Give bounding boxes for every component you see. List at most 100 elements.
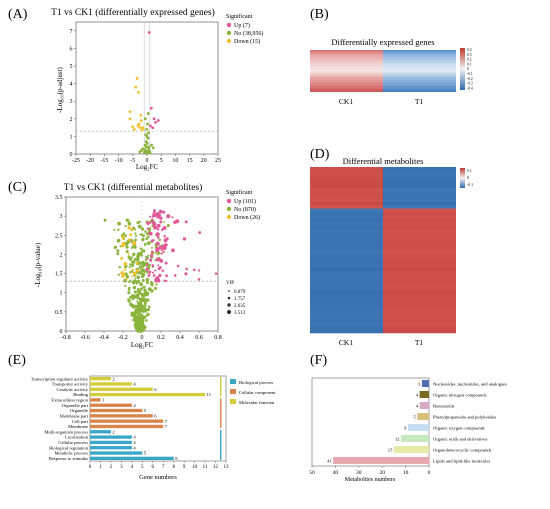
panel-a-title: T1 vs CK1 (differentially expressed gene… [51, 7, 215, 18]
x-tick-label: 3 [120, 465, 123, 470]
data-point [134, 232, 137, 235]
legend-down-marker [226, 38, 232, 44]
category-label: Transporter activity [52, 382, 89, 387]
data-point [137, 224, 142, 229]
heatmap-cell [383, 277, 456, 282]
heatmap-cell [383, 211, 456, 216]
data-point [138, 150, 142, 154]
panel-f-x-ticks: 50 40 30 20 10 0 [309, 466, 431, 476]
bar-value-label: 41 [327, 458, 332, 463]
panel-a-y-ticks: 0 1 2 3 4 5 6 7 [70, 29, 76, 158]
data-point [127, 291, 131, 295]
data-point [166, 214, 171, 219]
heatmap-cell [383, 170, 456, 175]
group-bracket [220, 398, 222, 429]
heatmap-cell [310, 263, 383, 268]
data-point [146, 227, 150, 231]
data-point [131, 298, 134, 301]
data-point [140, 313, 143, 317]
data-point [139, 282, 143, 287]
data-point [152, 238, 155, 242]
data-point [143, 242, 147, 246]
x-tick-label: 6 [152, 465, 155, 470]
x-tick-label: -0.4 [99, 335, 109, 341]
data-point [184, 272, 188, 276]
heatmap-cell [383, 253, 456, 258]
data-point [145, 319, 148, 322]
data-point [128, 280, 131, 284]
bar-value-label: 6 [154, 387, 157, 392]
x-tick-label: -15 [100, 158, 108, 164]
data-point [132, 252, 136, 257]
y-tick-label: 3 [70, 99, 73, 105]
data-point [138, 266, 142, 269]
heatmap-cell [383, 222, 456, 227]
data-point [156, 278, 161, 283]
heatmap-cell [383, 201, 456, 206]
data-point [144, 140, 148, 144]
heatmap-cell [310, 215, 383, 220]
data-point [137, 329, 142, 333]
data-point [128, 110, 132, 114]
bar [407, 424, 429, 431]
data-point [156, 214, 160, 219]
data-point [134, 291, 137, 294]
data-point [159, 258, 164, 263]
heatmap-cell [310, 305, 383, 310]
panel-b: (B) Differentially expressed genes [310, 7, 473, 106]
data-point [142, 279, 145, 282]
data-point [124, 234, 127, 238]
data-point [139, 268, 143, 272]
heatmap-cell [310, 288, 383, 292]
data-point [128, 266, 131, 269]
legend-up-marker [226, 22, 232, 28]
panel-e-bars: Transcription regulator activity 2 Transpo… [31, 376, 222, 461]
data-point [129, 295, 132, 299]
heatmap-cell [383, 239, 456, 244]
data-point [166, 223, 170, 228]
heatmap-cell [383, 291, 456, 296]
data-point [214, 272, 218, 275]
data-point [155, 283, 158, 286]
heatmap-cell [310, 208, 383, 213]
panel-c-size-legend-title: VIP [226, 281, 234, 286]
panel-a-legend: Significant Up (7) No (38,956) Down (15) [226, 13, 263, 45]
heatmap-cell [383, 294, 456, 299]
data-point [146, 257, 149, 260]
category-label: Localization [65, 435, 89, 440]
bar [90, 382, 132, 386]
bar [90, 456, 174, 460]
heatmap-cell [310, 187, 383, 192]
x-tick-label: 40 [333, 470, 339, 476]
data-point [133, 305, 137, 308]
data-point [113, 245, 117, 250]
panel-a: (A) T1 vs CK1 (differentially expressed … [8, 7, 263, 171]
size-legend-marker [226, 309, 232, 315]
data-point [117, 221, 121, 226]
bar-value-label: 12 [395, 436, 400, 441]
data-point [153, 226, 156, 229]
data-point [118, 265, 122, 269]
panel-d-color-scale [460, 168, 465, 188]
data-point [164, 261, 168, 265]
data-point [142, 262, 145, 265]
data-point [161, 269, 165, 272]
data-point [120, 271, 124, 275]
category-label: Organic nitrogen compounds [433, 392, 487, 397]
data-point [148, 151, 152, 155]
data-point [137, 279, 141, 283]
heatmap-cell [310, 329, 383, 334]
size-legend-label: 0.879 [234, 290, 246, 295]
bar-value-label: 4 [133, 435, 136, 440]
size-legend-label: 3.513 [234, 311, 246, 316]
data-point [140, 253, 143, 257]
category-label: Membrane [68, 424, 88, 429]
data-point [184, 220, 188, 224]
data-point [162, 225, 167, 230]
data-point [140, 297, 143, 301]
data-point [156, 223, 161, 228]
data-point [141, 308, 145, 312]
heatmap-cell [310, 222, 383, 227]
data-point [130, 311, 135, 316]
group-bracket [220, 430, 222, 460]
